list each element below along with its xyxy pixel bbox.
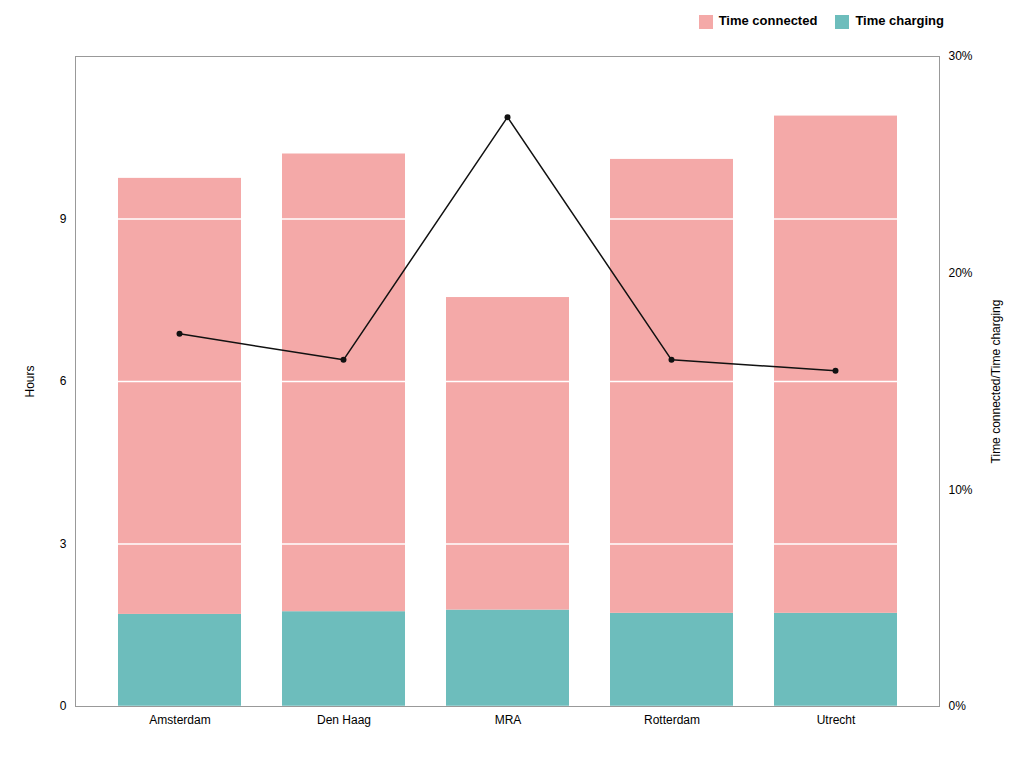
svg-text:Time connected/Time charging: Time connected/Time charging bbox=[989, 300, 1003, 464]
svg-text:Hours: Hours bbox=[23, 365, 37, 397]
svg-text:MRA: MRA bbox=[495, 713, 522, 727]
svg-text:0%: 0% bbox=[949, 699, 967, 713]
svg-text:9: 9 bbox=[60, 212, 67, 226]
svg-text:10%: 10% bbox=[949, 483, 973, 497]
svg-text:Amsterdam: Amsterdam bbox=[149, 713, 210, 727]
html-text:Time connected: Time connected bbox=[718, 13, 818, 29]
svg-text:0: 0 bbox=[60, 699, 67, 713]
svg-text:Den Haag: Den Haag bbox=[317, 713, 371, 727]
html-text:Time charging: Time charging bbox=[855, 13, 944, 29]
svg-text:3: 3 bbox=[60, 537, 67, 551]
svg-text:Utrecht: Utrecht bbox=[817, 713, 856, 727]
svg-text:30%: 30% bbox=[949, 49, 973, 63]
svg-text:20%: 20% bbox=[949, 266, 973, 280]
svg-text:6: 6 bbox=[60, 374, 67, 388]
svg-text:Rotterdam: Rotterdam bbox=[644, 713, 700, 727]
